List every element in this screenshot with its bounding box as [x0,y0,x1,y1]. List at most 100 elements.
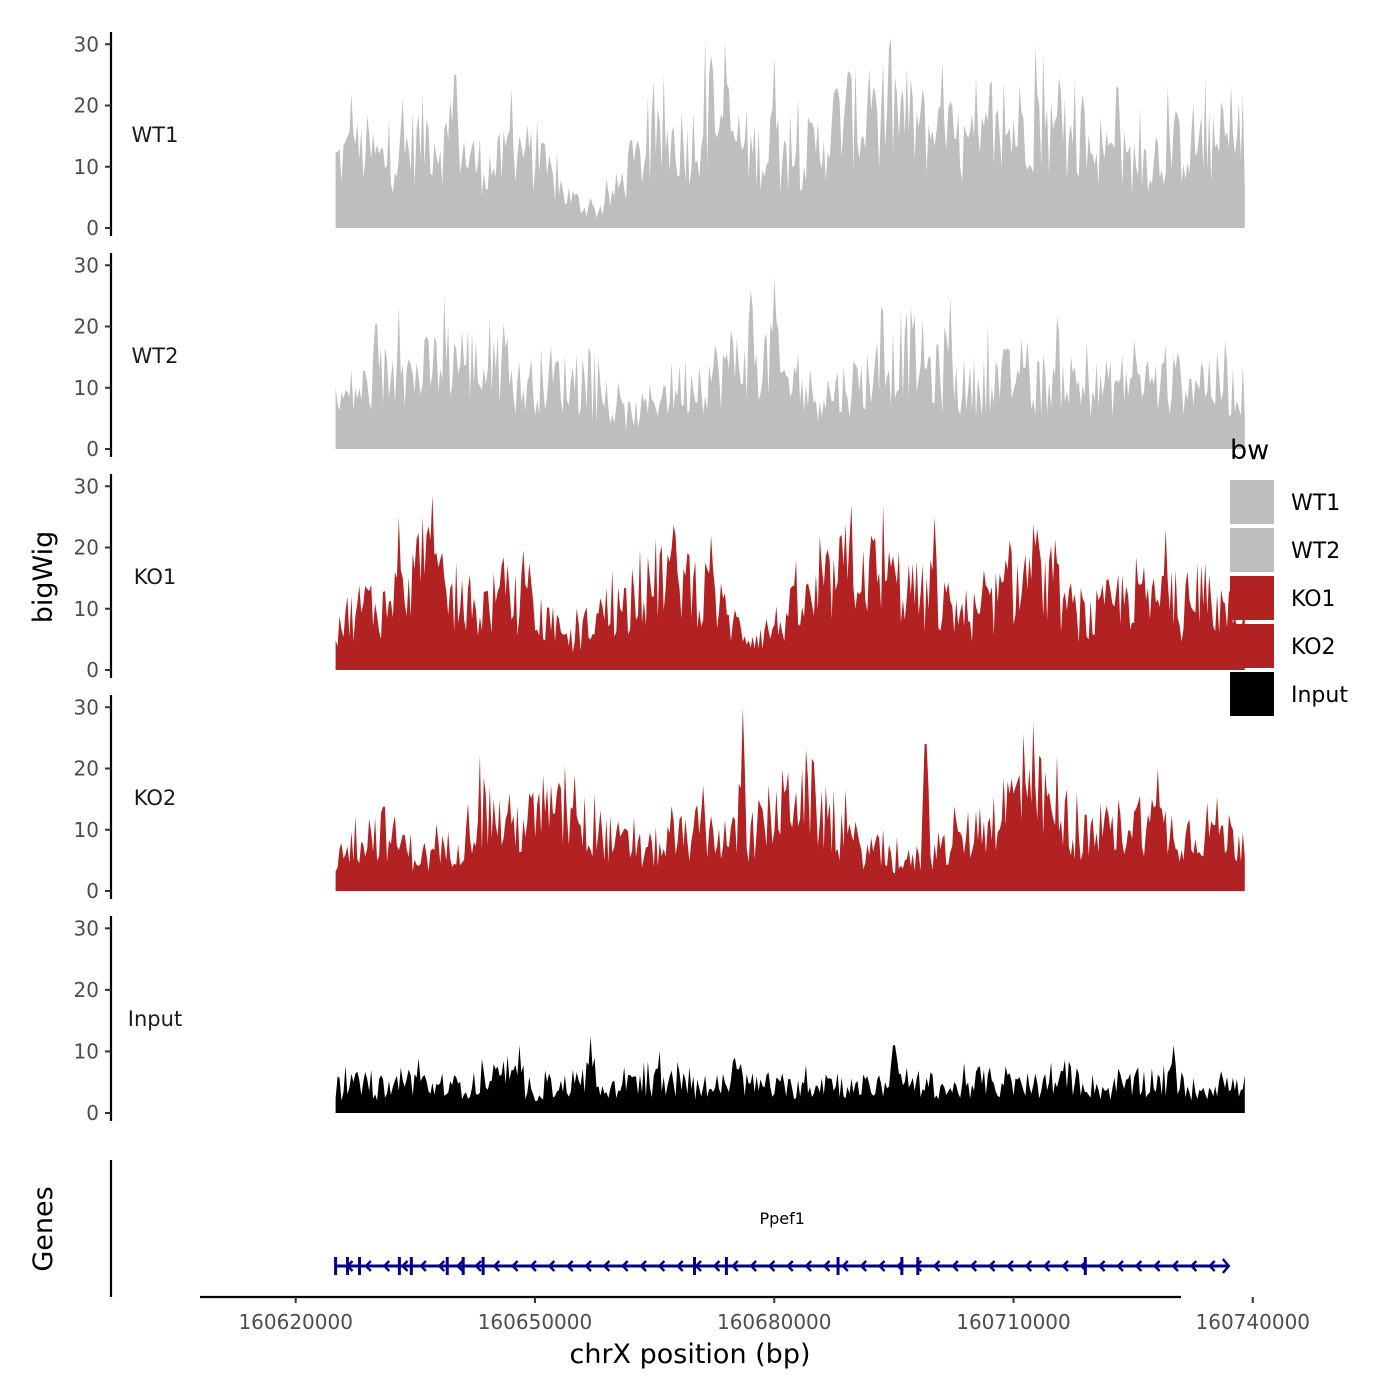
strand-arrow [841,1260,849,1272]
strand-arrow [914,1260,923,1272]
x-axis-title: chrX position (bp) [569,1339,810,1370]
strand-arrow [492,1260,501,1272]
strand-arrow [1024,1260,1033,1272]
strand-arrow [1134,1260,1143,1272]
legend-title: bw [1230,435,1269,466]
exon-mark [692,1257,696,1275]
strand-arrow [547,1260,556,1272]
legend-label-input: Input [1291,683,1348,708]
track-label: KO1 [134,565,177,589]
y-tick-label: 10 [74,597,99,621]
exon-mark [481,1257,485,1275]
strand-arrow [932,1260,941,1272]
y-tick-label: 0 [86,216,99,240]
gene-end-cap [1221,1258,1231,1274]
exon-mark [358,1257,362,1275]
y-tick-label: 30 [74,32,99,56]
strand-arrow [694,1260,702,1272]
strand-arrow [877,1260,886,1272]
legend-label-ko2: KO2 [1291,635,1336,660]
y-tick-label: 30 [74,916,99,940]
y-tick-label: 0 [86,658,99,682]
legend-swatch-ko2 [1230,624,1274,668]
strand-arrow [712,1260,721,1272]
exon-mark [397,1257,401,1275]
genes-track: Ppef1 [109,1160,1231,1297]
strand-arrow [455,1260,464,1272]
legend-swatch-wt2 [1230,528,1274,572]
legend-label-wt2: WT2 [1291,539,1340,564]
strand-arrow [786,1260,794,1272]
signal-tracks: 0 10 20 30 WT1 0 10 20 30 WT2 0 10 20 30 KO1 0 10 20 30 KO2… [74,32,1245,1125]
strand-arrow [382,1260,391,1272]
strand-arrow [565,1260,574,1272]
strand-arrow [474,1260,482,1272]
strand-arrow [1097,1260,1106,1272]
legend-swatch-input [1230,672,1274,716]
strand-arrow [419,1260,427,1272]
signal-area [335,277,1245,449]
strand-arrow [529,1260,537,1272]
strand-arrow [859,1260,868,1272]
strand-arrow [1006,1260,1014,1272]
strand-arrow [639,1260,647,1272]
legend-label-ko1: KO1 [1291,587,1336,612]
strand-arrow [951,1260,959,1272]
track-label: WT1 [132,123,179,147]
x-tick-label: 160650000 [478,1310,593,1334]
strand-arrow [749,1260,757,1272]
exon-mark [724,1257,728,1275]
y-tick-label: 0 [86,1101,99,1125]
strand-arrow [621,1260,629,1272]
track-label: WT2 [132,344,179,368]
track-input: 0 10 20 30 Input [74,916,1245,1125]
x-axis: 160620000 160650000 160680000 160710000 1607… [200,1295,1310,1334]
x-tick-label: 160680000 [717,1310,832,1334]
exon-mark [461,1257,465,1275]
legend-swatch-wt1 [1230,480,1274,524]
signal-area [335,495,1245,670]
track-ko1: 0 10 20 30 KO1 [74,474,1245,682]
y-tick-label: 20 [74,536,99,560]
exon-mark [334,1257,338,1275]
y-tick-label: 10 [74,1039,99,1063]
legend-label-wt1: WT1 [1291,491,1340,516]
signal-area [335,38,1245,228]
y-tick-label: 30 [74,253,99,277]
strand-arrow [1208,1260,1216,1272]
signal-area [335,1036,1245,1113]
exon-mark [409,1257,413,1275]
strand-arrow [1152,1260,1161,1272]
y-tick-label: 20 [74,978,99,1002]
y-tick-label: 0 [86,879,99,903]
strand-arrow [969,1260,978,1272]
genes-panel-title: Genes [28,1186,59,1271]
y-tick-label: 20 [74,315,99,339]
legend: bw WT1 WT2 KO1 KO2 Input [1230,435,1348,716]
x-tick-label: 160620000 [238,1310,353,1334]
x-tick-label: 160710000 [956,1310,1071,1334]
track-wt1: 0 10 20 30 WT1 [74,32,1245,240]
y-tick-label: 30 [74,695,99,719]
strand-arrow [1061,1260,1069,1272]
strand-arrow [767,1260,776,1272]
strand-arrow [987,1260,996,1272]
strand-arrow [1116,1260,1124,1272]
strand-arrow [584,1260,592,1272]
exon-mark [445,1257,449,1275]
gene-name-label: Ppef1 [759,1209,804,1228]
strand-arrow [400,1260,409,1272]
legend-swatch-ko1 [1230,576,1274,620]
strand-arrow [804,1260,812,1272]
exon-mark [916,1257,920,1275]
exon-mark [900,1257,904,1275]
strand-arrow [1189,1260,1198,1272]
track-label: Input [128,1007,182,1031]
y-tick-label: 20 [74,94,99,118]
track-ko2: 0 10 20 30 KO2 [74,695,1245,903]
y-tick-label: 0 [86,437,99,461]
exon-mark [346,1257,350,1275]
track-label: KO2 [134,786,177,810]
y-tick-label: 20 [74,757,99,781]
